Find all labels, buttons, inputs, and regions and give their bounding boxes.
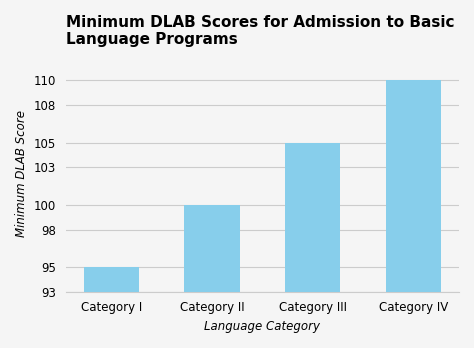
Bar bbox=[184, 205, 240, 348]
Bar bbox=[386, 80, 441, 348]
Y-axis label: Minimum DLAB Score: Minimum DLAB Score bbox=[15, 110, 28, 237]
X-axis label: Language Category: Language Category bbox=[204, 320, 320, 333]
Bar bbox=[285, 143, 340, 348]
Text: Minimum DLAB Scores for Admission to Basic
Language Programs: Minimum DLAB Scores for Admission to Bas… bbox=[66, 15, 454, 47]
Bar bbox=[83, 267, 139, 348]
